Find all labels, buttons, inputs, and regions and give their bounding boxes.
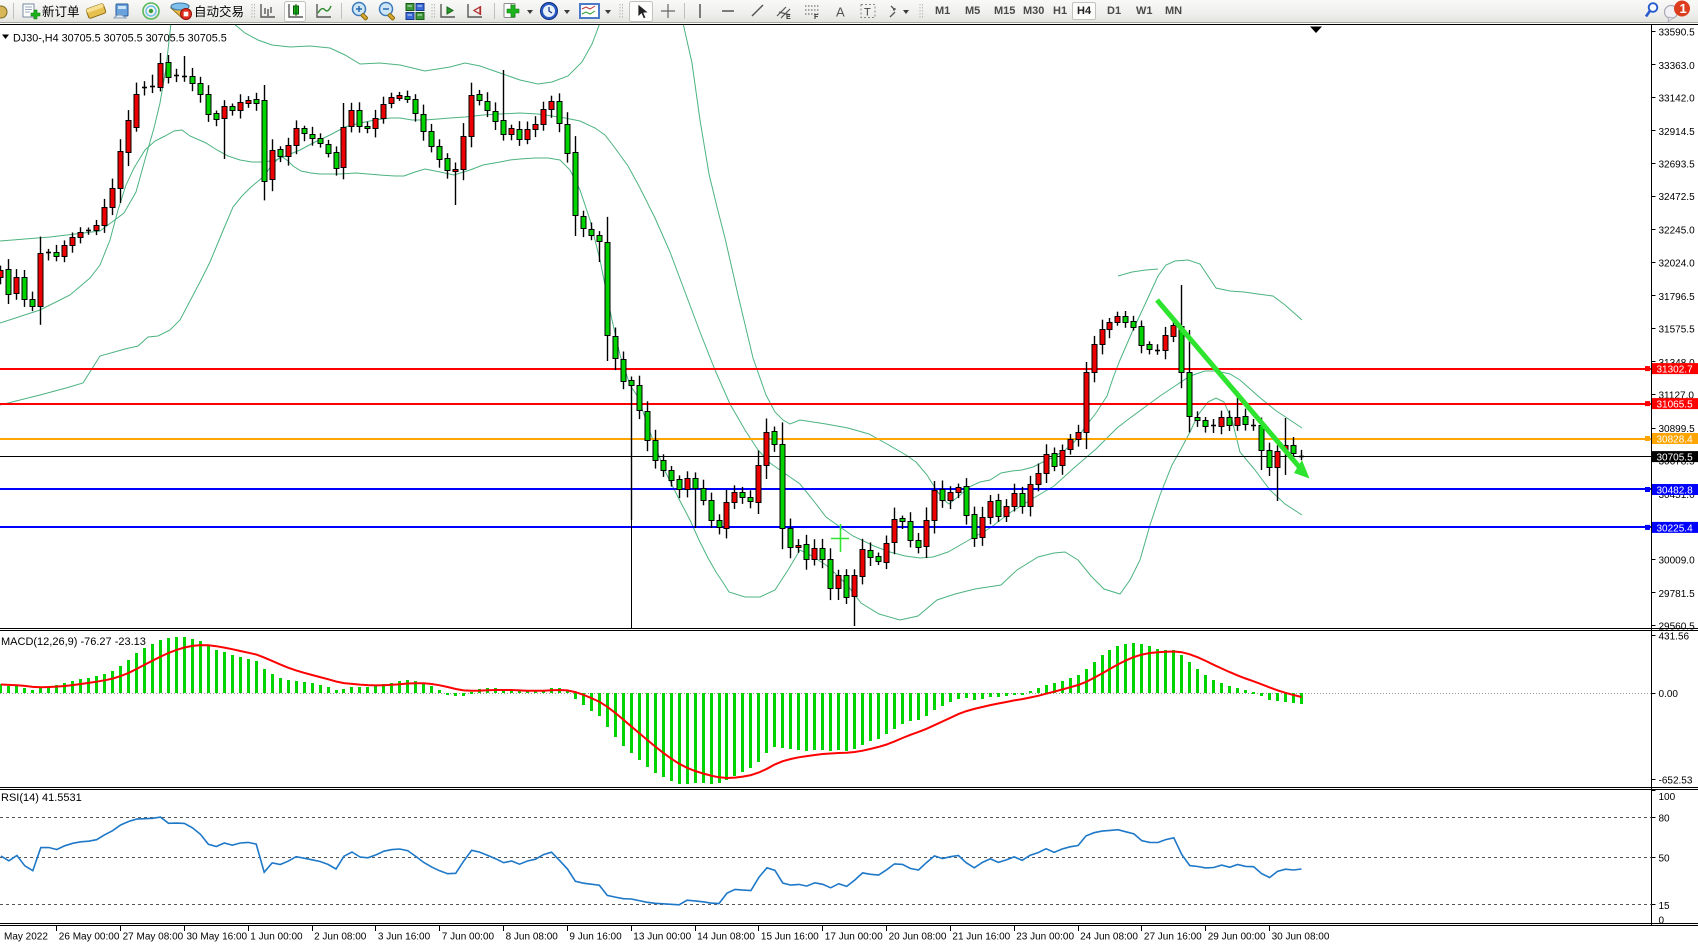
svg-text:30828.4: 30828.4 [1657, 435, 1694, 446]
svg-text:30705.5: 30705.5 [1657, 453, 1694, 464]
svg-text:100: 100 [1659, 792, 1676, 803]
svg-text:26 May 00:00: 26 May 00:00 [59, 932, 120, 943]
svg-text:30899.5: 30899.5 [1659, 424, 1696, 435]
svg-text:30225.4: 30225.4 [1657, 523, 1694, 534]
svg-text:32245.0: 32245.0 [1659, 226, 1696, 237]
svg-text:自动交易: 自动交易 [194, 4, 244, 19]
svg-text:0: 0 [1659, 915, 1665, 926]
svg-text:33363.0: 33363.0 [1659, 61, 1696, 72]
svg-text:F: F [814, 14, 819, 21]
svg-text:32024.0: 32024.0 [1659, 258, 1696, 269]
svg-text:T: T [864, 7, 871, 19]
svg-text:29 Jun 00:00: 29 Jun 00:00 [1208, 932, 1266, 943]
svg-text:13 Jun 00:00: 13 Jun 00:00 [633, 932, 691, 943]
svg-text:32693.5: 32693.5 [1659, 160, 1696, 171]
svg-text:30482.8: 30482.8 [1657, 486, 1694, 497]
svg-text:E: E [786, 14, 791, 21]
svg-text:431.56: 431.56 [1659, 632, 1690, 643]
svg-text:31302.7: 31302.7 [1657, 365, 1694, 376]
svg-text:7 Jun 00:00: 7 Jun 00:00 [442, 932, 495, 943]
svg-text:9 Jun 16:00: 9 Jun 16:00 [569, 932, 622, 943]
svg-text:24 Jun 08:00: 24 Jun 08:00 [1080, 932, 1138, 943]
svg-text:15 Jun 16:00: 15 Jun 16:00 [761, 932, 819, 943]
svg-text:23 Jun 00:00: 23 Jun 00:00 [1016, 932, 1074, 943]
svg-text:14 Jun 08:00: 14 Jun 08:00 [697, 932, 755, 943]
svg-text:8 Jun 08:00: 8 Jun 08:00 [506, 932, 559, 943]
svg-text:31127.0: 31127.0 [1659, 391, 1695, 402]
svg-text:33142.0: 33142.0 [1659, 93, 1696, 104]
svg-text:DJ30-,H4 30705.5 30705.5 3070: DJ30-,H4 30705.5 30705.5 30705.5 30705.5 [13, 33, 227, 45]
svg-text:1: 1 [1680, 1, 1687, 16]
svg-text:MACD(12,26,9) -76.27 -23.13: MACD(12,26,9) -76.27 -23.13 [1, 636, 146, 648]
svg-text:21 Jun 16:00: 21 Jun 16:00 [952, 932, 1010, 943]
svg-text:50: 50 [1659, 853, 1671, 864]
svg-text:31575.5: 31575.5 [1659, 324, 1696, 335]
svg-text:31796.5: 31796.5 [1659, 292, 1696, 303]
svg-text:29781.5: 29781.5 [1659, 589, 1696, 600]
svg-text:0.00: 0.00 [1659, 689, 1679, 700]
svg-text:27 Jun 16:00: 27 Jun 16:00 [1144, 932, 1202, 943]
svg-text:15: 15 [1659, 901, 1671, 912]
svg-text:30 Jun 08:00: 30 Jun 08:00 [1272, 932, 1330, 943]
svg-text:May 2022: May 2022 [4, 932, 48, 943]
svg-text:新订单: 新订单 [42, 4, 80, 19]
svg-text:3 Jun 16:00: 3 Jun 16:00 [378, 932, 431, 943]
svg-text:30009.0: 30009.0 [1659, 555, 1696, 566]
svg-text:-652.53: -652.53 [1659, 776, 1693, 787]
svg-text:32472.5: 32472.5 [1659, 192, 1696, 203]
svg-text:33590.5: 33590.5 [1659, 27, 1696, 38]
svg-text:2 Jun 08:00: 2 Jun 08:00 [314, 932, 367, 943]
svg-text:30451.0: 30451.0 [1659, 490, 1696, 501]
svg-text:29560.5: 29560.5 [1659, 622, 1696, 633]
svg-text:27 May 08:00: 27 May 08:00 [123, 932, 184, 943]
svg-text:1 Jun 00:00: 1 Jun 00:00 [250, 932, 303, 943]
svg-text:20 Jun 08:00: 20 Jun 08:00 [889, 932, 947, 943]
svg-text:31065.5: 31065.5 [1657, 400, 1694, 411]
svg-text:RSI(14) 41.5531: RSI(14) 41.5531 [1, 792, 82, 804]
svg-text:A: A [836, 5, 845, 20]
svg-text:32914.5: 32914.5 [1659, 127, 1696, 138]
svg-text:80: 80 [1659, 814, 1671, 825]
svg-text:30 May 16:00: 30 May 16:00 [187, 932, 248, 943]
svg-text:17 Jun 00:00: 17 Jun 00:00 [825, 932, 883, 943]
